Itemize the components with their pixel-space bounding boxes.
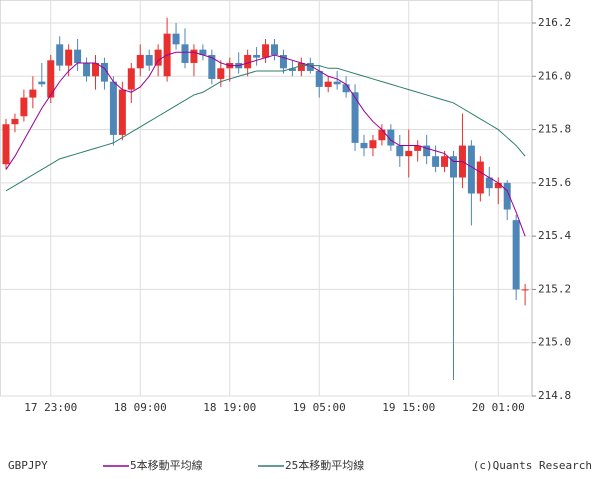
y-tick-label: 215.2 <box>538 282 571 295</box>
candle-body <box>190 49 198 63</box>
candle-body <box>414 145 422 151</box>
y-tick-label: 215.4 <box>538 229 571 242</box>
candle-body <box>244 54 252 69</box>
moving-average-line <box>5 65 526 192</box>
y-tick-label: 215.0 <box>538 336 571 349</box>
candle-body <box>503 182 511 210</box>
candle-body <box>217 68 225 79</box>
x-tick-label: 18 09:00 <box>114 401 167 414</box>
candle-body <box>38 81 46 85</box>
candle-body <box>423 145 431 157</box>
candle-body <box>127 68 135 90</box>
y-tick-label: 216.0 <box>538 69 571 82</box>
candle-body <box>47 60 55 98</box>
candle-body <box>56 44 64 66</box>
candle-body <box>485 177 493 189</box>
candle-body <box>351 92 359 143</box>
legend-label: 5本移動平均線 <box>130 458 203 472</box>
candle-body <box>342 84 350 93</box>
candle-body <box>315 70 323 87</box>
x-tick-label: 19 05:00 <box>293 401 346 414</box>
x-tick-label: 20 01:00 <box>472 401 525 414</box>
candle-body <box>11 118 19 125</box>
candle-body <box>279 54 287 69</box>
candle-body <box>208 54 216 79</box>
candle-body <box>181 44 189 63</box>
candle-body <box>65 49 73 66</box>
candle-body <box>83 62 91 77</box>
moving-average-line <box>5 51 526 237</box>
candle-body <box>476 161 484 194</box>
candle-body <box>450 156 457 178</box>
candle-body <box>494 182 502 189</box>
y-tick-label: 214.8 <box>538 389 571 402</box>
x-tick-label: 19 15:00 <box>382 401 435 414</box>
credit: (c)Quants Research <box>473 459 592 472</box>
candle-body <box>29 89 37 98</box>
y-tick-label: 215.6 <box>538 176 571 189</box>
y-tick-label: 216.2 <box>538 16 571 29</box>
candle-body <box>74 49 82 63</box>
candle-body <box>369 140 377 149</box>
candle-body <box>145 54 153 66</box>
candle-body <box>262 44 270 58</box>
candle-body <box>306 62 314 71</box>
candle-body <box>297 62 305 71</box>
candle-body <box>396 145 404 157</box>
candle-body <box>441 156 449 167</box>
candle-body <box>136 54 144 69</box>
candle-body <box>467 145 475 194</box>
candle-body <box>271 44 278 55</box>
candle-body <box>378 129 386 141</box>
candle-body <box>432 156 440 167</box>
y-tick-label: 215.8 <box>538 123 571 136</box>
candle-body <box>405 150 413 157</box>
symbol: GBPJPY <box>8 459 48 472</box>
candle-body <box>288 68 296 71</box>
x-tick-label: 18 19:00 <box>203 401 256 414</box>
x-tick-label: 17 23:00 <box>24 401 77 414</box>
candle-body <box>20 97 28 117</box>
candle-body <box>253 54 261 58</box>
candle-body <box>324 81 332 87</box>
candle-body <box>512 220 520 290</box>
candle-body <box>387 129 395 146</box>
candle-body <box>92 62 99 77</box>
candle-body <box>172 33 180 45</box>
candle-body <box>2 124 10 165</box>
candle-body <box>360 142 368 149</box>
legend-label: 25本移動平均線 <box>285 458 364 472</box>
candle-body <box>118 89 126 135</box>
candle-body <box>100 62 108 82</box>
candle-body <box>333 81 341 85</box>
candle-body <box>154 49 162 66</box>
candle-body <box>109 81 117 135</box>
candle-body <box>521 289 529 291</box>
candle-body <box>199 49 207 55</box>
